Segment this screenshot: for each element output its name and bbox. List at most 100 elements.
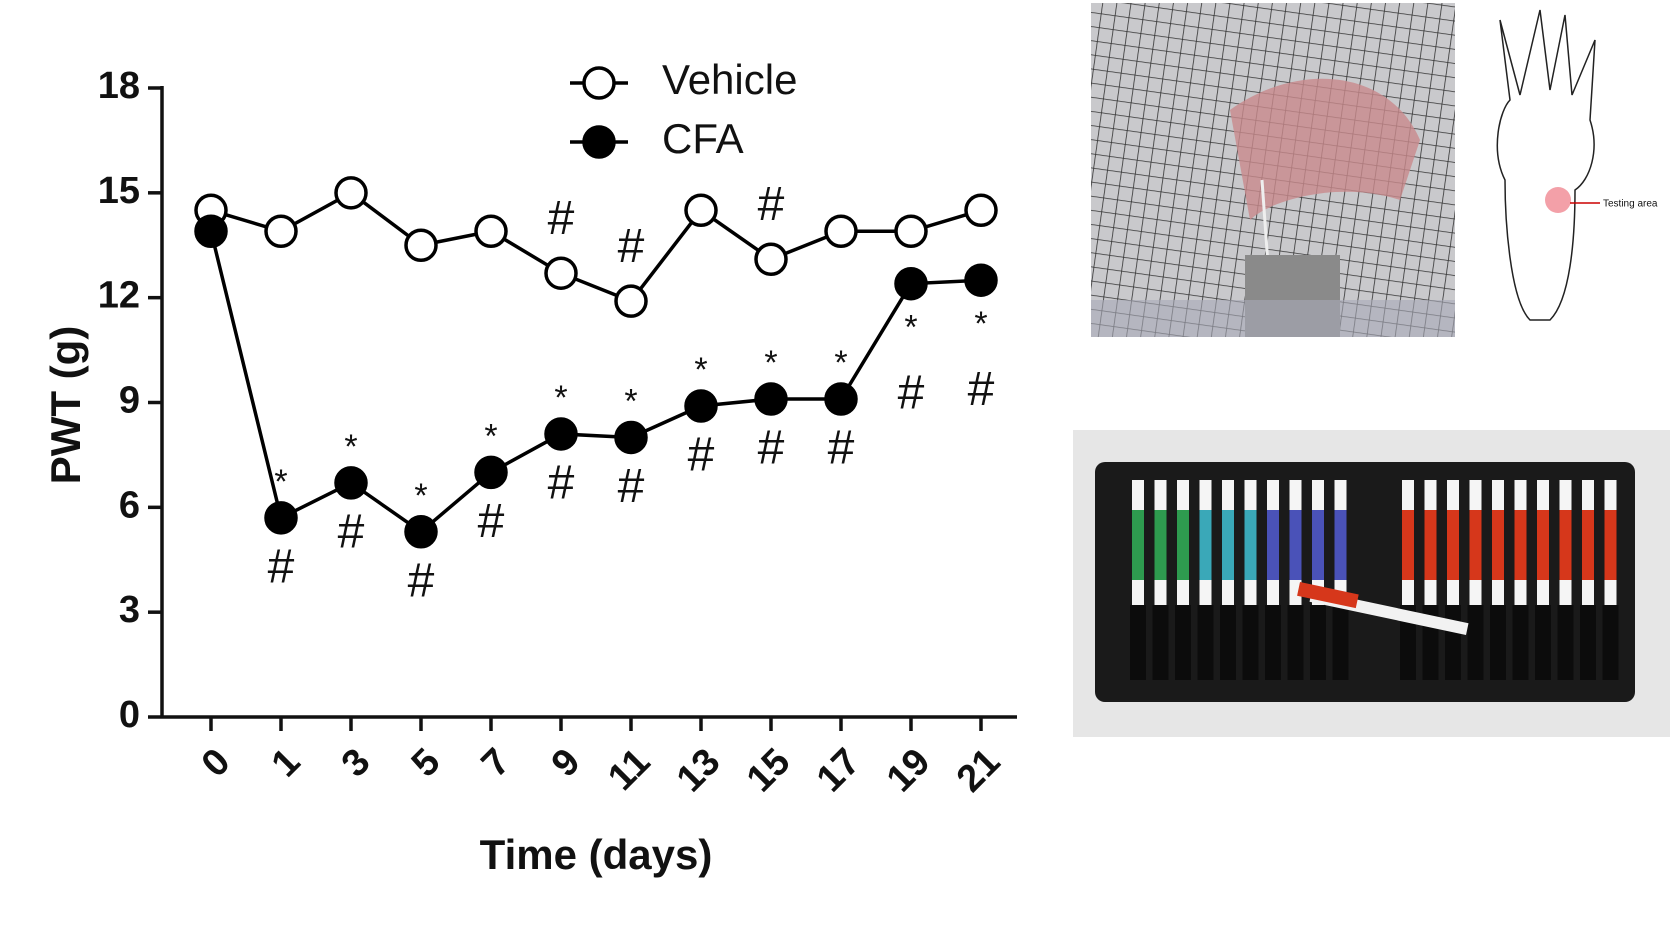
pen xyxy=(1559,480,1572,510)
pen xyxy=(1287,605,1304,680)
pen xyxy=(1492,580,1504,605)
pen xyxy=(1559,580,1572,605)
pen xyxy=(1312,510,1324,580)
point-marker xyxy=(194,214,228,249)
y-tick-label: 9 xyxy=(119,380,140,422)
pen xyxy=(1402,480,1414,510)
series-line xyxy=(210,190,982,304)
testing-area-label: Testing area xyxy=(1603,199,1658,210)
significance-marker: # xyxy=(548,457,575,510)
significance-marker: # xyxy=(688,429,715,482)
x-tick-label: 9 xyxy=(544,741,589,786)
legend-marker xyxy=(582,125,616,159)
significance-marker: * xyxy=(554,379,567,417)
point-marker xyxy=(754,382,788,416)
pen xyxy=(1557,605,1574,680)
pen xyxy=(1267,510,1279,580)
pen xyxy=(1582,510,1594,580)
point-marker xyxy=(614,420,648,455)
y-tick-label: 0 xyxy=(119,694,140,736)
pen xyxy=(1490,605,1506,680)
pen xyxy=(1402,510,1414,580)
pen xyxy=(1424,510,1437,580)
point-marker xyxy=(474,214,508,249)
legend-marker xyxy=(582,66,616,100)
y-tick-label: 6 xyxy=(119,484,140,526)
point-marker xyxy=(264,214,298,249)
pen xyxy=(1289,580,1302,605)
significance-marker: * xyxy=(694,351,707,389)
pen xyxy=(1424,480,1437,510)
legend-label: CFA xyxy=(662,115,744,162)
pen xyxy=(1512,605,1529,680)
pen xyxy=(1492,510,1504,580)
pen xyxy=(1289,510,1302,580)
point-marker xyxy=(264,501,298,535)
point-marker xyxy=(544,256,578,290)
point-marker xyxy=(684,389,718,423)
pen xyxy=(1177,510,1189,580)
pen xyxy=(1244,480,1257,510)
y-tick-label: 12 xyxy=(98,275,140,317)
point-marker xyxy=(684,193,718,228)
x-tick-label: 7 xyxy=(474,741,519,786)
legend-label: Vehicle xyxy=(662,56,797,103)
pen xyxy=(1447,510,1459,580)
pen xyxy=(1582,480,1594,510)
pen xyxy=(1154,510,1167,580)
significance-marker: * xyxy=(624,382,637,420)
pen xyxy=(1602,605,1619,680)
x-tick-label: 11 xyxy=(600,741,658,799)
point-marker xyxy=(474,455,508,490)
pen xyxy=(1604,480,1617,510)
pen xyxy=(1514,480,1527,510)
pen xyxy=(1199,510,1212,580)
pen xyxy=(1199,580,1212,605)
pen xyxy=(1265,605,1281,680)
pen xyxy=(1197,605,1214,680)
significance-marker: # xyxy=(268,540,295,593)
pen xyxy=(1537,580,1549,605)
y-axis-label: PWT (g) xyxy=(42,326,89,485)
x-tick-label: 15 xyxy=(739,741,799,801)
significance-marker: # xyxy=(968,363,995,416)
point-marker xyxy=(964,263,998,297)
x-tick-label: 5 xyxy=(404,741,449,786)
x-axis-label: Time (days) xyxy=(480,831,713,878)
point-marker xyxy=(334,466,368,500)
pen xyxy=(1289,480,1302,510)
significance-marker: * xyxy=(834,344,847,382)
point-marker xyxy=(404,228,438,262)
significance-marker: # xyxy=(758,178,785,231)
pen xyxy=(1152,605,1169,680)
x-tick-label: 0 xyxy=(194,741,239,786)
significance-marker: * xyxy=(974,305,987,343)
significance-marker: # xyxy=(548,192,575,245)
pen xyxy=(1604,510,1617,580)
pen xyxy=(1447,580,1459,605)
point-marker xyxy=(894,266,928,301)
pen xyxy=(1267,480,1279,510)
point-marker xyxy=(404,515,438,549)
pen xyxy=(1514,580,1527,605)
point-marker xyxy=(894,214,928,249)
pen xyxy=(1222,580,1234,605)
pen xyxy=(1267,580,1279,605)
mesh-photo xyxy=(1091,3,1455,337)
pen xyxy=(1312,480,1324,510)
pen xyxy=(1177,580,1189,605)
x-tick-label: 21 xyxy=(949,741,1009,801)
significance-marker: * xyxy=(274,463,287,501)
pen xyxy=(1469,510,1482,580)
x-tick-label: 17 xyxy=(809,741,869,801)
series-line xyxy=(209,230,982,535)
pen xyxy=(1222,480,1234,510)
pen xyxy=(1559,510,1572,580)
significance-marker: # xyxy=(758,422,785,475)
pen xyxy=(1332,605,1349,680)
pen xyxy=(1604,580,1617,605)
significance-marker: * xyxy=(904,309,917,347)
pen xyxy=(1492,480,1504,510)
